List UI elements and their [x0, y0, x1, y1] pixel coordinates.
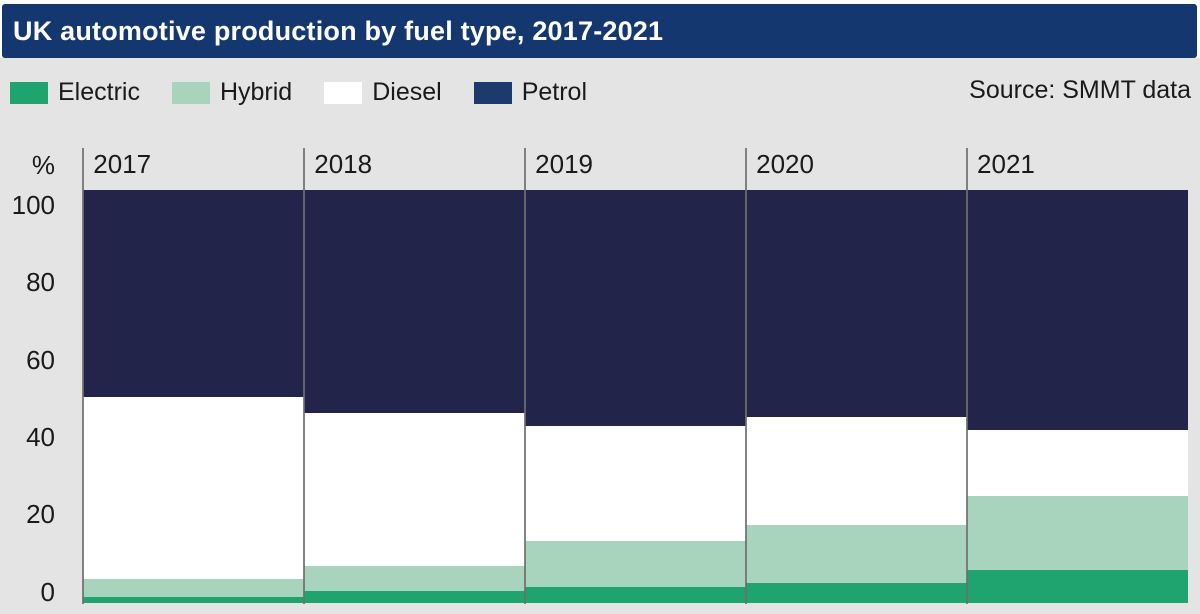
- bar-segment-diesel-2019: [525, 425, 747, 542]
- legend: Electric Hybrid Diesel Petrol: [10, 78, 619, 107]
- hybrid-swatch-icon: [171, 81, 210, 104]
- bar-segment-petrol-2018: [304, 190, 526, 414]
- bar-2017: [83, 190, 305, 604]
- bar-segment-diesel-2021: [967, 429, 1188, 496]
- petrol-swatch-icon: [473, 81, 512, 104]
- electric-swatch-icon: [10, 81, 48, 104]
- column-separator-2020: [745, 148, 748, 604]
- column-separator-2019: [524, 148, 527, 604]
- bar-segment-petrol-2020: [746, 190, 968, 418]
- bar-segment-hybrid-2021: [967, 495, 1188, 571]
- title-bar: UK automotive production by fuel type, 2…: [2, 4, 1197, 58]
- y-tick-80: 80: [26, 267, 55, 298]
- page-title: UK automotive production by fuel type, 2…: [13, 15, 664, 46]
- bar-segment-diesel-2020: [746, 417, 968, 525]
- bar-2019: [525, 190, 747, 604]
- legend-item-petrol: Petrol: [473, 78, 588, 107]
- bar-segment-diesel-2018: [304, 413, 526, 567]
- x-label-2018: 2018: [314, 149, 373, 179]
- bar-segment-electric-2020: [746, 582, 968, 604]
- legend-label-diesel: Diesel: [372, 78, 442, 106]
- bar-2020: [746, 190, 968, 604]
- bar-segment-hybrid-2018: [304, 566, 526, 592]
- bar-segment-petrol-2021: [967, 190, 1188, 430]
- bar-segment-electric-2017: [83, 597, 305, 604]
- bar-segment-electric-2021: [967, 570, 1188, 604]
- y-tick-0: 0: [40, 576, 55, 607]
- x-label-2020: 2020: [756, 149, 814, 179]
- legend-item-diesel: Diesel: [324, 78, 442, 107]
- legend-label-hybrid: Hybrid: [219, 78, 293, 106]
- legend-item-electric: Electric: [10, 78, 140, 107]
- legend-label-petrol: Petrol: [521, 78, 588, 106]
- bar-segment-electric-2019: [525, 586, 747, 604]
- y-tick-100: 100: [11, 190, 55, 220]
- y-tick-40: 40: [26, 421, 55, 452]
- bar-segment-hybrid-2020: [746, 524, 968, 583]
- diesel-swatch-icon: [324, 81, 363, 104]
- column-separator-2021: [966, 148, 969, 604]
- x-label-2019: 2019: [535, 149, 594, 179]
- legend-label-electric: Electric: [58, 78, 140, 106]
- bar-2018: [304, 190, 526, 604]
- column-separator-2018: [303, 148, 306, 604]
- y-axis-unit-label: %: [31, 150, 55, 180]
- bar-segment-petrol-2017: [83, 190, 305, 397]
- y-tick-60: 60: [26, 344, 55, 375]
- legend-item-hybrid: Hybrid: [171, 78, 293, 107]
- bar-2021: [967, 190, 1188, 604]
- x-label-2021: 2021: [977, 149, 1035, 179]
- bar-segment-diesel-2017: [83, 396, 305, 579]
- y-tick-20: 20: [26, 499, 55, 530]
- bar-segment-hybrid-2017: [83, 578, 305, 598]
- bar-segment-electric-2018: [304, 591, 526, 604]
- column-separator-2017: [82, 148, 85, 604]
- source-note: Source: SMMT data: [969, 76, 1191, 104]
- bar-segment-hybrid-2019: [525, 541, 747, 587]
- bar-segment-petrol-2019: [525, 190, 747, 426]
- x-label-2017: 2017: [93, 149, 152, 179]
